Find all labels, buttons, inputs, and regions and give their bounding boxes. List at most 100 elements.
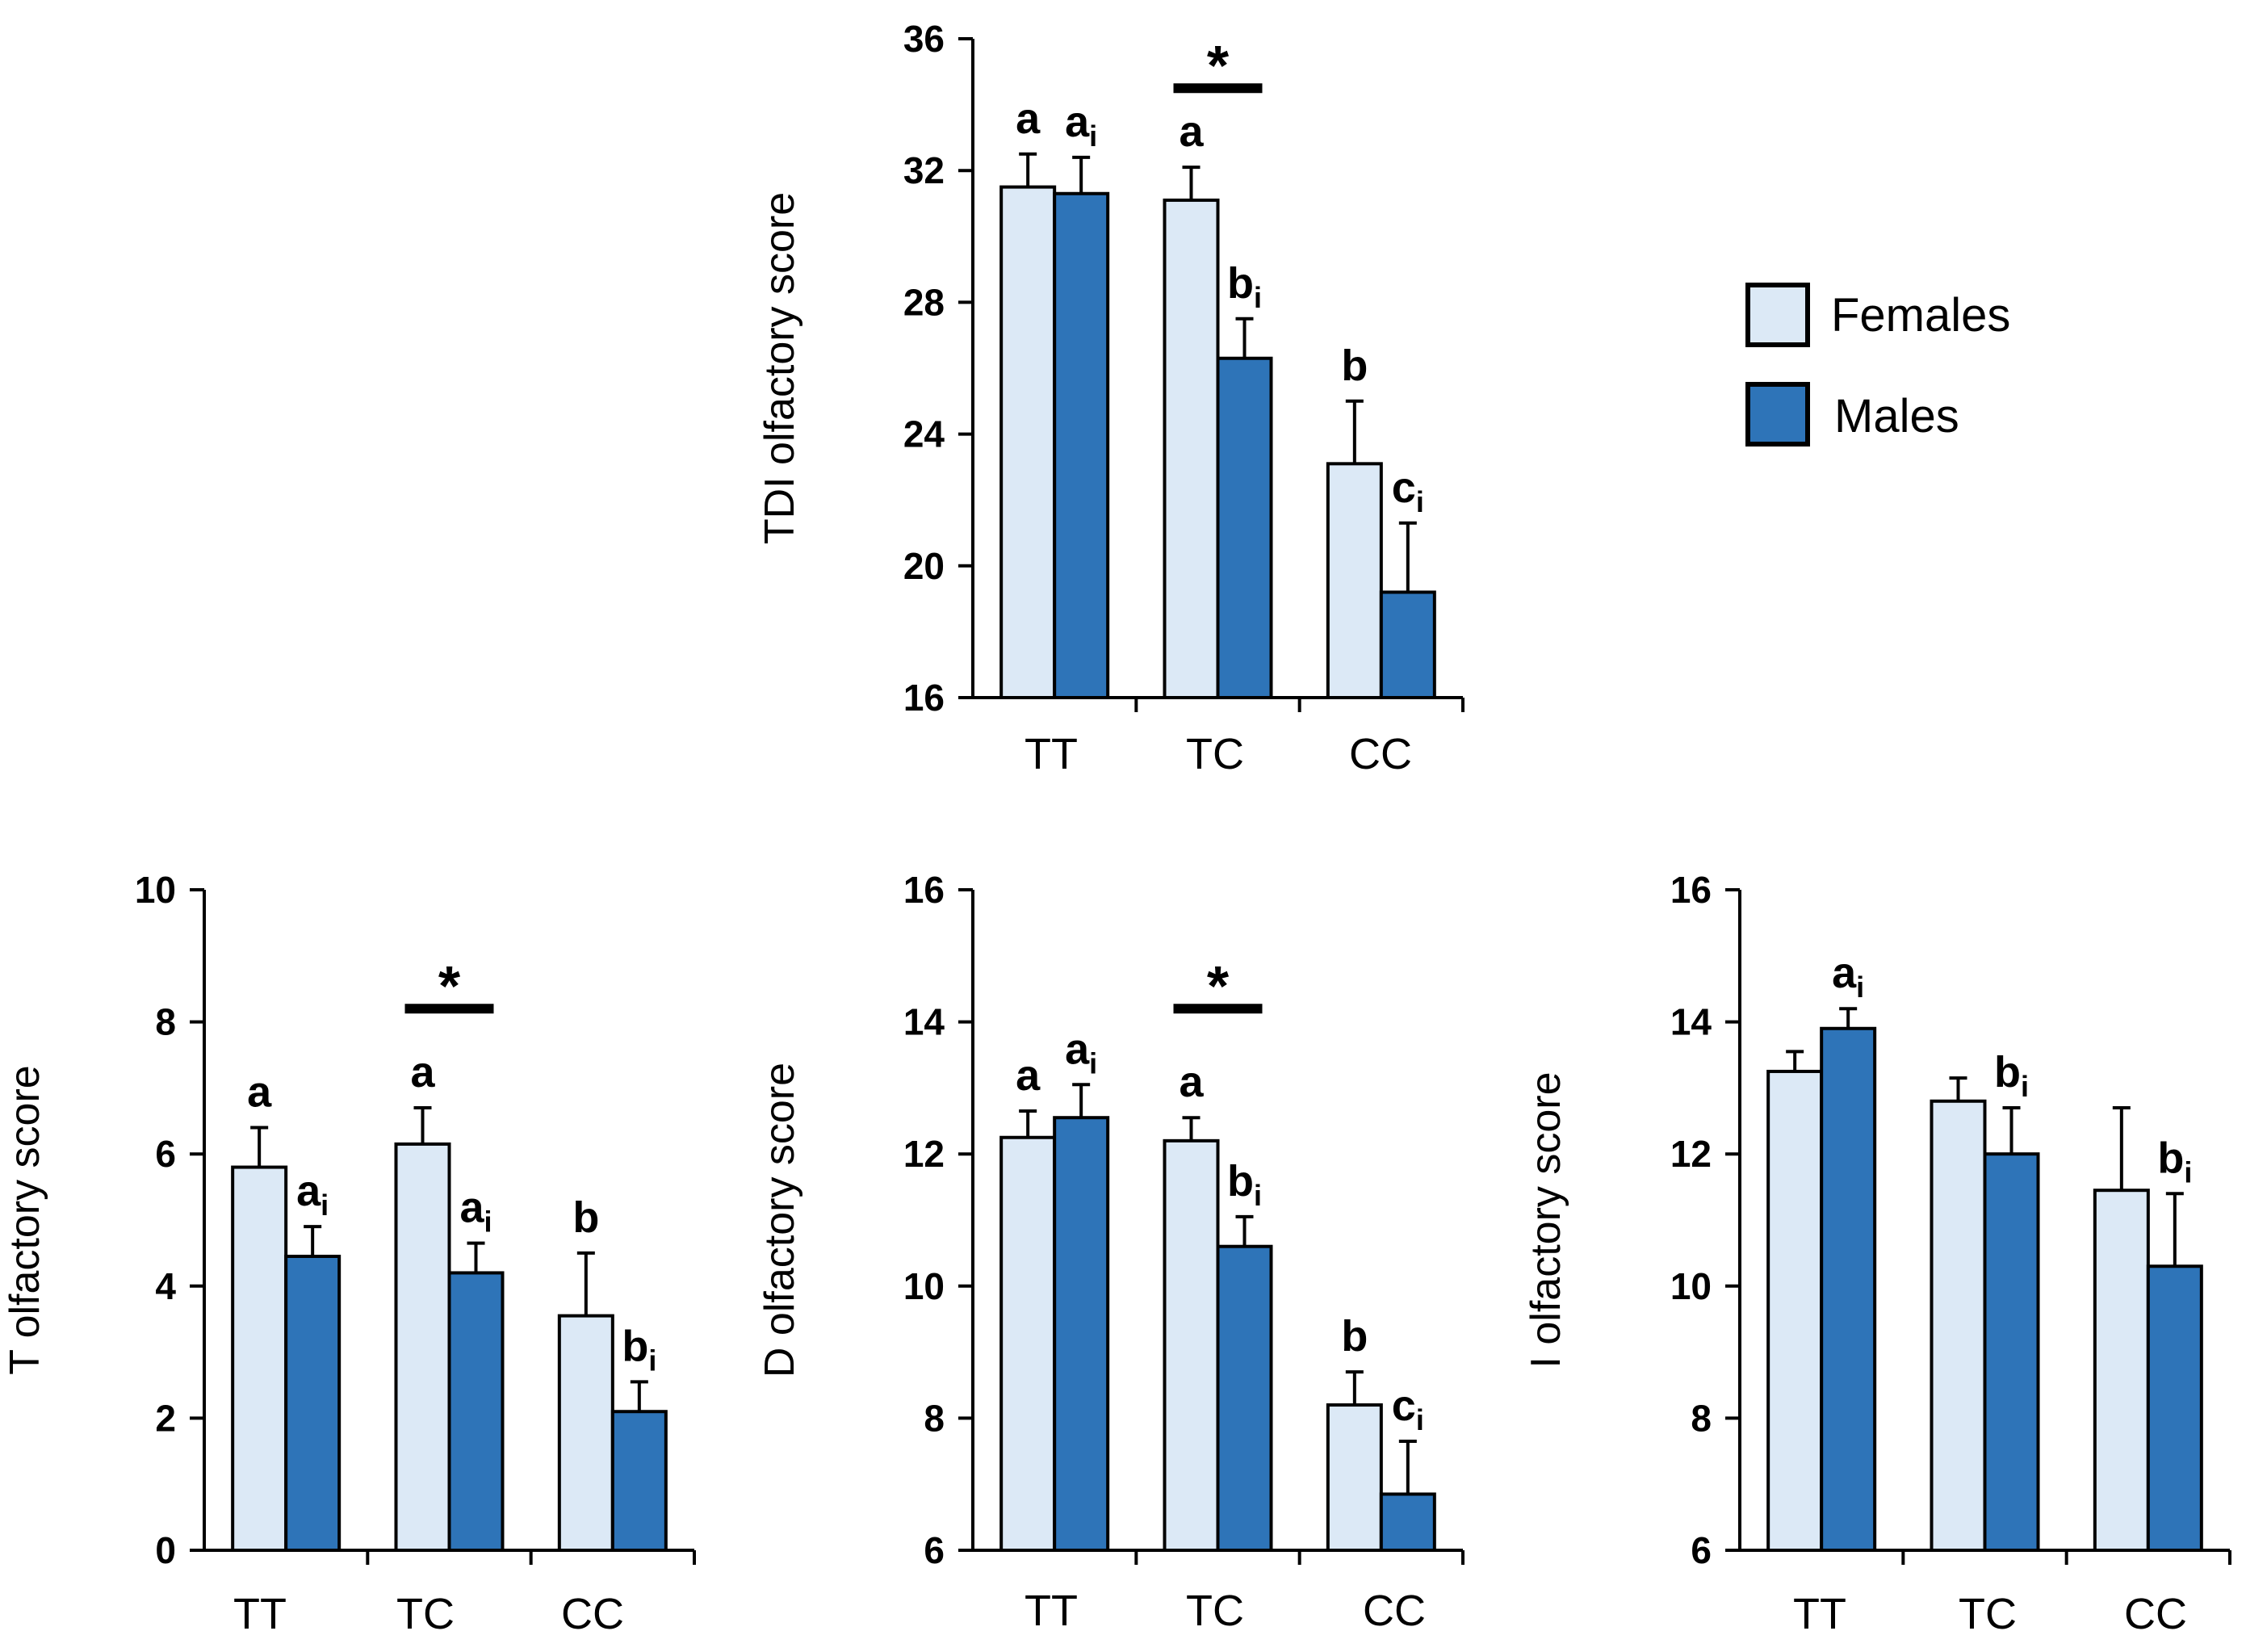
i-sig-letter-males: bi: [1994, 1048, 2029, 1103]
t-significance-star: *: [438, 954, 461, 1017]
tdi-category-label: CC: [1349, 730, 1412, 778]
d-y-tick-label: 6: [924, 1529, 945, 1571]
i-sig-letter-males: ai: [1832, 949, 1864, 1004]
d-y-tick-label: 10: [903, 1265, 945, 1307]
tdi-y-tick-label: 36: [903, 18, 945, 60]
t-sig-subscript: i: [648, 1344, 656, 1377]
t-sig-letter-males: ai: [459, 1184, 492, 1239]
i-y-tick-label: 12: [1670, 1133, 1712, 1175]
d-significance-star: *: [1207, 954, 1230, 1017]
d-sig-letter-females: a: [1179, 1058, 1204, 1106]
d-y-axis-title: D olfactory score: [756, 1063, 803, 1377]
t-y-tick-label: 6: [155, 1133, 176, 1175]
legend-swatch-males: [1745, 382, 1810, 447]
tdi-bar-females: [999, 185, 1057, 700]
t-sig-letter-females: a: [247, 1067, 272, 1116]
d-y-tick-label: 8: [924, 1397, 945, 1439]
d-bar-males: [1053, 1116, 1110, 1552]
tdi-sig-letter-males: ci: [1392, 463, 1424, 518]
t-y-axis-title: T olfactory score: [2, 1065, 48, 1374]
legend-label-females: Females: [1831, 289, 2010, 342]
d-sig-subscript: i: [1416, 1403, 1424, 1436]
i-bar-females: [1766, 1069, 1824, 1552]
t-category-label: TC: [396, 1590, 455, 1638]
i-category-label: TC: [1959, 1590, 2017, 1638]
i-bar-females: [2093, 1189, 2150, 1552]
d-category-label: TC: [1186, 1587, 1244, 1635]
t-bar-males: [610, 1410, 668, 1552]
d-y-tick-label: 16: [903, 869, 945, 911]
d-bar-females: [1163, 1138, 1220, 1552]
tdi-sig-subscript: i: [1089, 119, 1097, 153]
t-bar-females: [557, 1314, 614, 1552]
i-bar-males: [2146, 1264, 2203, 1552]
d-bar-males: [1379, 1492, 1436, 1552]
d-sig-letter-females: a: [1016, 1051, 1041, 1100]
legend-label-males: Males: [1834, 390, 1959, 442]
d-y-tick-label: 12: [903, 1133, 945, 1175]
i-bar-females: [1930, 1099, 1987, 1552]
tdi-y-tick-label: 24: [903, 413, 945, 455]
i-sig-subscript: i: [1856, 971, 1864, 1004]
tdi-sig-letter-females: b: [1341, 342, 1368, 390]
t-sig-subscript: i: [484, 1205, 492, 1239]
tdi-sig-letter-females: a: [1179, 107, 1204, 156]
tdi-sig-letter-males: ai: [1065, 98, 1097, 153]
tdi-sig-subscript: i: [1254, 281, 1262, 314]
tdi-y-tick-label: 16: [903, 677, 945, 719]
i-y-tick-label: 16: [1670, 869, 1712, 911]
tdi-bar-males: [1216, 356, 1273, 699]
d-bar-females: [1326, 1403, 1383, 1553]
legend-swatch-females: [1745, 283, 1810, 347]
tdi-bar-females: [1326, 462, 1383, 699]
t-y-tick-label: 10: [135, 869, 176, 911]
i-y-tick-label: 6: [1691, 1529, 1712, 1571]
d-sig-letter-males: bi: [1227, 1157, 1262, 1212]
t-y-tick-label: 0: [155, 1529, 176, 1571]
i-chart-panel: 6 8 10 12 14 16 I olfactory score TT TC CC ai bi bi: [1523, 869, 2231, 1638]
tdi-y-axis-title: TDI olfactory score: [756, 192, 803, 544]
i-sig-subscript: i: [2021, 1070, 2029, 1103]
i-y-tick-label: 14: [1670, 1001, 1712, 1043]
i-bar-males: [1983, 1152, 2040, 1552]
t-y-tick-label: 8: [155, 1001, 176, 1043]
d-sig-letter-males: ai: [1065, 1025, 1097, 1080]
tdi-sig-letter-females: a: [1016, 94, 1041, 143]
tdi-bar-males: [1053, 191, 1110, 699]
t-sig-letter-females: b: [572, 1193, 599, 1242]
t-chart-panel: 0 2 4 6 8 10 T olfactory score TT TC CC a ai a ai b bi *: [2, 869, 696, 1638]
t-category-label: TT: [233, 1590, 287, 1638]
i-sig-letter-males: bi: [2157, 1134, 2192, 1189]
t-bar-males: [447, 1271, 505, 1552]
d-y-tick-label: 14: [903, 1001, 945, 1043]
t-sig-letter-males: bi: [622, 1322, 656, 1377]
tdi-y-tick-label: 28: [903, 281, 945, 323]
d-bar-females: [999, 1135, 1057, 1552]
tdi-y-tick-label: 32: [903, 149, 945, 191]
t-bar-males: [284, 1254, 342, 1552]
t-sig-letter-males: ai: [296, 1167, 329, 1222]
i-sig-subscript: i: [2184, 1155, 2192, 1189]
i-category-label: TT: [1793, 1590, 1846, 1638]
d-bar-males: [1216, 1244, 1273, 1552]
tdi-y-tick-label: 20: [903, 545, 945, 587]
tdi-bar-males: [1379, 590, 1436, 699]
d-sig-letter-females: b: [1341, 1312, 1368, 1361]
i-y-tick-label: 8: [1691, 1397, 1712, 1439]
tdi-sig-subscript: i: [1416, 485, 1424, 518]
d-category-label: CC: [1363, 1587, 1426, 1635]
tdi-sig-letter-males: bi: [1227, 259, 1262, 314]
i-y-axis-title: I olfactory score: [1523, 1071, 1569, 1368]
i-bar-males: [1820, 1026, 1877, 1552]
d-sig-subscript: i: [1254, 1179, 1262, 1212]
tdi-bar-females: [1163, 198, 1220, 700]
t-sig-letter-females: a: [410, 1048, 435, 1096]
t-bar-females: [394, 1142, 451, 1553]
tdi-category-label: TC: [1186, 730, 1244, 778]
legend: Females Males: [1745, 283, 2010, 447]
t-y-tick-label: 2: [155, 1397, 176, 1439]
i-y-tick-label: 10: [1670, 1265, 1712, 1307]
